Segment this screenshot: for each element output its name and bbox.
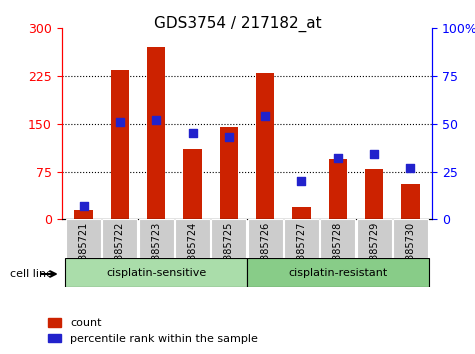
- Bar: [248, 219, 283, 258]
- Bar: [220, 127, 238, 219]
- Bar: [183, 149, 201, 219]
- Bar: [66, 258, 247, 287]
- Legend: count, percentile rank within the sample: count, percentile rank within the sample: [44, 314, 263, 348]
- Bar: [111, 70, 129, 219]
- Point: [261, 113, 269, 119]
- Bar: [66, 219, 101, 258]
- Bar: [256, 73, 274, 219]
- Point: [298, 178, 305, 184]
- Point: [152, 117, 160, 123]
- Point: [225, 135, 233, 140]
- Text: GSM385721: GSM385721: [78, 222, 88, 281]
- Text: GSM385725: GSM385725: [224, 222, 234, 281]
- Point: [116, 119, 124, 125]
- Text: cell line: cell line: [10, 269, 53, 279]
- Bar: [320, 219, 355, 258]
- Bar: [75, 210, 93, 219]
- Text: GSM385727: GSM385727: [296, 222, 306, 281]
- Text: GSM385722: GSM385722: [115, 222, 125, 281]
- Bar: [175, 219, 210, 258]
- Text: cisplatin-sensitive: cisplatin-sensitive: [106, 268, 206, 278]
- Bar: [147, 47, 165, 219]
- Text: GSM385728: GSM385728: [333, 222, 343, 281]
- Text: GSM385726: GSM385726: [260, 222, 270, 281]
- Text: GDS3754 / 217182_at: GDS3754 / 217182_at: [154, 16, 321, 32]
- Bar: [365, 169, 383, 219]
- Bar: [139, 219, 174, 258]
- Bar: [103, 219, 137, 258]
- Text: GSM385729: GSM385729: [369, 222, 379, 281]
- Bar: [329, 159, 347, 219]
- Bar: [357, 219, 391, 258]
- Text: GSM385724: GSM385724: [188, 222, 198, 281]
- Text: cisplatin-resistant: cisplatin-resistant: [288, 268, 388, 278]
- Bar: [247, 258, 428, 287]
- Bar: [401, 184, 419, 219]
- Point: [80, 203, 87, 209]
- Text: GSM385723: GSM385723: [151, 222, 161, 281]
- Point: [334, 155, 342, 161]
- Point: [189, 131, 196, 136]
- Bar: [211, 219, 246, 258]
- Point: [370, 152, 378, 157]
- Point: [407, 165, 414, 171]
- Bar: [284, 219, 319, 258]
- Bar: [393, 219, 428, 258]
- Bar: [293, 207, 311, 219]
- Text: GSM385730: GSM385730: [406, 222, 416, 281]
